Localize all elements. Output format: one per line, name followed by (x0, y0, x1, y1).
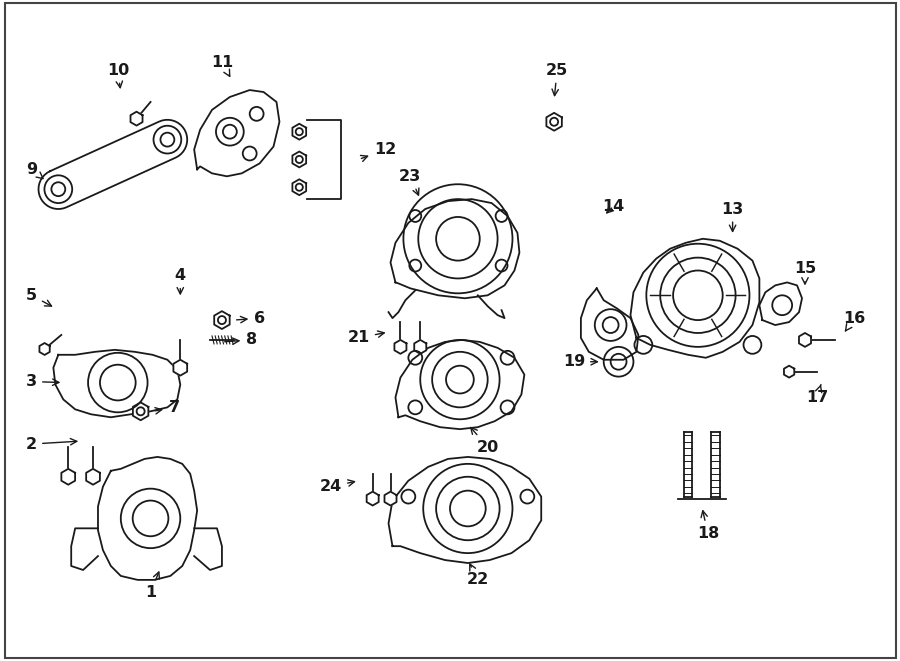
Polygon shape (39, 120, 187, 209)
Text: 6: 6 (237, 311, 266, 326)
Text: 5: 5 (26, 288, 51, 306)
Text: 3: 3 (26, 374, 59, 389)
Polygon shape (53, 350, 180, 417)
Text: 1: 1 (145, 572, 159, 600)
Text: 15: 15 (794, 261, 816, 284)
Polygon shape (546, 113, 562, 131)
Text: 23: 23 (400, 169, 421, 195)
Text: 7: 7 (155, 400, 180, 415)
Polygon shape (174, 360, 187, 375)
Polygon shape (292, 151, 306, 167)
Polygon shape (580, 288, 638, 360)
Polygon shape (292, 179, 306, 195)
Polygon shape (414, 340, 427, 354)
Text: 24: 24 (320, 479, 355, 494)
Text: 11: 11 (211, 55, 233, 76)
Polygon shape (394, 340, 407, 354)
Polygon shape (631, 239, 760, 358)
Text: 14: 14 (602, 198, 625, 214)
Polygon shape (133, 403, 148, 420)
Text: 4: 4 (175, 268, 185, 294)
Polygon shape (86, 469, 100, 485)
Polygon shape (366, 492, 379, 506)
Polygon shape (61, 469, 75, 485)
Text: 19: 19 (562, 354, 598, 369)
Polygon shape (98, 457, 197, 580)
Text: 18: 18 (697, 511, 719, 541)
Polygon shape (214, 311, 230, 329)
Text: 9: 9 (26, 162, 43, 178)
Polygon shape (130, 112, 142, 126)
Text: 2: 2 (26, 436, 76, 451)
Polygon shape (194, 90, 279, 176)
Polygon shape (384, 492, 397, 506)
Text: 21: 21 (347, 330, 384, 346)
Text: 22: 22 (466, 564, 489, 588)
Polygon shape (799, 333, 811, 347)
Text: 17: 17 (806, 385, 828, 405)
Polygon shape (292, 124, 306, 139)
Polygon shape (760, 282, 802, 325)
Polygon shape (389, 457, 541, 563)
Polygon shape (784, 366, 795, 377)
Polygon shape (391, 199, 519, 298)
Polygon shape (40, 343, 50, 355)
Text: 8: 8 (225, 332, 257, 348)
Polygon shape (395, 340, 525, 429)
Text: 12: 12 (361, 142, 397, 161)
Text: 20: 20 (471, 428, 499, 455)
Text: 13: 13 (722, 202, 743, 231)
Text: 10: 10 (107, 63, 129, 88)
Text: 16: 16 (843, 311, 866, 331)
Text: 25: 25 (546, 63, 568, 96)
